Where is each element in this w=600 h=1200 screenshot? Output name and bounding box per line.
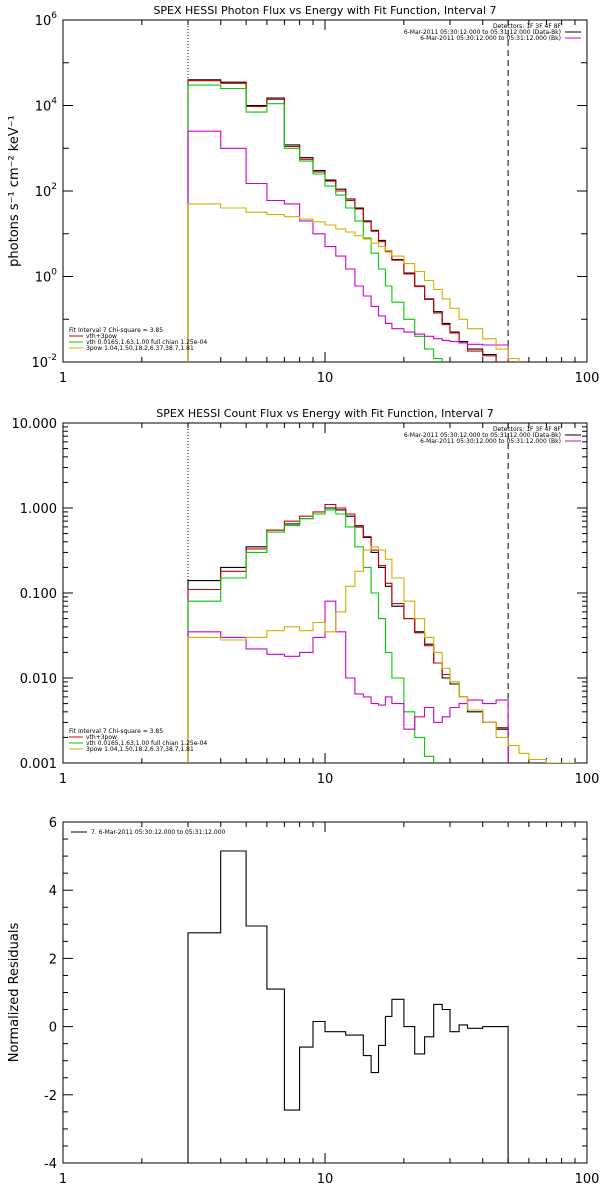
y-tick-base: 10 [35, 185, 52, 200]
y-tick-label: 4 [49, 884, 57, 899]
residuals-panel: 1 10 100 -4 -2 0 2 4 6 Normalized Residuals 7. 6-M… [7, 816, 599, 1187]
y-tick-label: 104 [35, 97, 58, 115]
fit-legend-entry: Fit Interval 7 Chi-square = 3.85 [69, 327, 163, 334]
photon-flux-panel: SPEX HESSI Photon Flux vs Energy with Fi… [7, 4, 599, 386]
x-tick-label: 100 [575, 772, 600, 787]
series-line-0 [187, 507, 509, 763]
x-tick-label: 10 [317, 1172, 334, 1187]
series-line-3 [187, 130, 509, 362]
x-tick-label: 1 [59, 1172, 67, 1187]
y-tick-label: 0 [49, 1021, 57, 1036]
y-tick-base: 10 [35, 100, 52, 115]
y-tick-label: 1.000 [20, 502, 57, 517]
series-line-0 [187, 850, 509, 1163]
legend-entry: 6-Mar-2011 05:30:12.000 to 05:31:12.000 … [404, 29, 561, 36]
series-line-1 [187, 503, 509, 763]
y-tick-label: 10.000 [12, 417, 58, 432]
y-tick-label: 6 [49, 816, 57, 831]
chart-title: SPEX HESSI Count Flux vs Energy with Fit… [156, 407, 493, 420]
y-tick-exponent: -2 [48, 353, 57, 363]
fit-legend-entry: Fit Interval 7 Chi-square = 3.85 [69, 728, 163, 735]
y-tick-label: -2 [44, 1089, 57, 1104]
series-line-4 [187, 203, 520, 362]
fit-legend-entry: 3pow 1.04,1.50,18.2,6.37,38.7,1.81 [86, 746, 194, 753]
y-axis-label: Normalized Residuals [7, 923, 22, 1063]
fit-legend-entry: vth+3pow [86, 734, 117, 741]
y-tick-label: 0.100 [20, 587, 57, 602]
series-line-2 [187, 509, 435, 763]
y-tick-exponent: 6 [51, 11, 57, 21]
series-line-0 [187, 79, 509, 362]
x-tick-label: 1 [59, 371, 67, 386]
chart-title: SPEX HESSI Photon Flux vs Energy with Fi… [153, 4, 496, 17]
y-tick-label: 100 [35, 268, 58, 286]
legend-entry: Detectors: 1F 3F 4F 8F [493, 426, 562, 433]
series-line-2 [187, 84, 443, 362]
y-tick-label: 102 [35, 182, 57, 200]
y-axis-label: photons s⁻¹ cm⁻² keV⁻¹ [7, 115, 22, 267]
legend-entry: 6-Mar-2011 05:30:12.000 to 05:31:12.000 … [420, 35, 561, 42]
legend-entry: 6-Mar-2011 05:30:12.000 to 05:31:12.000 … [404, 432, 561, 439]
y-tick-base: 10 [35, 271, 52, 286]
y-tick-base: 10 [31, 356, 48, 371]
y-tick-label: 2 [49, 952, 57, 967]
count-flux-panel: SPEX HESSI Count Flux vs Energy with Fit… [12, 407, 600, 787]
x-tick-label: 10 [317, 371, 334, 386]
fit-legend-entry: vth 0.0165,1.63,1.00 full chian 1.25e-04 [86, 740, 207, 747]
series-line-3 [187, 600, 509, 763]
series-line-1 [187, 80, 497, 362]
y-tick-label: 10-2 [31, 353, 57, 371]
x-tick-label: 100 [575, 1172, 600, 1187]
y-tick-label: 0.010 [20, 672, 57, 687]
y-tick-label: 0.001 [20, 757, 57, 772]
legend-entry: 7. 6-Mar-2011 05:30:12.000 to 05:31:12.0… [91, 829, 226, 836]
y-tick-label: 106 [35, 11, 58, 29]
y-tick-exponent: 4 [51, 97, 57, 107]
x-tick-label: 1 [59, 772, 67, 787]
fit-legend-entry: 3pow 1.04,1.50,18.2,6.37,38.7,1.81 [86, 345, 194, 352]
legend-entry: 6-Mar-2011 05:30:12.000 to 05:31:12.000 … [420, 438, 561, 445]
y-tick-exponent: 2 [51, 182, 57, 192]
y-tick-label: -4 [44, 1157, 57, 1172]
y-tick-exponent: 0 [51, 268, 57, 278]
legend-entry: Detectors: 1F 3F 4F 8F [493, 23, 562, 30]
fit-legend-entry: vth+3pow [86, 333, 117, 340]
series-line-4 [187, 546, 576, 763]
x-tick-label: 10 [317, 772, 334, 787]
fit-legend-entry: vth 0.0165,1.63,1.00 full chian 1.25e-04 [86, 339, 207, 346]
x-tick-label: 100 [575, 371, 600, 386]
y-tick-base: 10 [35, 14, 52, 29]
